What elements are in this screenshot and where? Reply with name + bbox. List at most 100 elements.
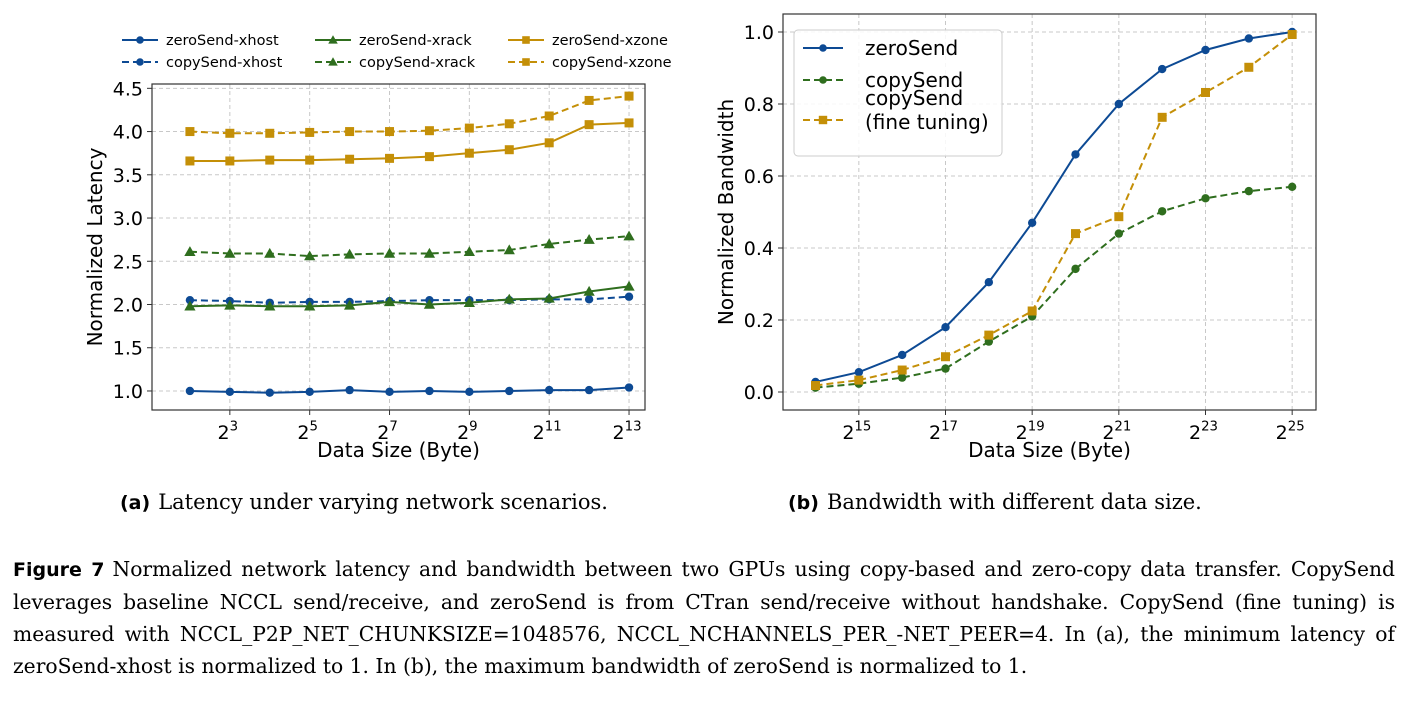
data-point	[423, 247, 436, 258]
y-tick-label: 2.5	[113, 251, 143, 273]
bandwidth-chart: 0.0 0.2 0.4 0.6 0.8 1.0 215 217 219 221 223 225 Data…	[714, 13, 1317, 462]
legend-item: copySend (fine tuning)	[803, 86, 989, 134]
data-point	[1071, 229, 1080, 239]
x-tick-label: 213	[613, 419, 642, 444]
data-point	[1114, 99, 1124, 109]
data-point	[623, 280, 635, 291]
y-tick-label: 0.4	[744, 238, 774, 260]
data-point	[1244, 186, 1254, 196]
data-point	[624, 383, 634, 392]
data-point	[624, 118, 634, 128]
y-tick-label: 4.5	[113, 78, 143, 100]
figure-label: Figure 7	[13, 559, 105, 581]
data-point	[385, 387, 394, 397]
series-zerosend-xhost	[185, 383, 634, 397]
data-point	[185, 295, 195, 305]
data-point	[185, 386, 195, 396]
data-point	[423, 298, 436, 309]
y-tick-label: 0.6	[744, 166, 774, 188]
data-point	[1287, 30, 1297, 40]
data-point	[1027, 306, 1037, 316]
data-point	[1244, 62, 1254, 72]
data-point	[425, 386, 434, 396]
axes: 0.0 0.2 0.4 0.6 0.8 1.0 215 217 219 221 223 225 Data…	[714, 22, 1305, 462]
data-point	[225, 156, 235, 166]
data-point	[463, 297, 475, 307]
legend-marker	[522, 58, 530, 66]
data-point	[304, 250, 316, 261]
data-point	[1157, 64, 1167, 74]
legend-label: copySend-xzone	[552, 55, 672, 71]
data-point	[343, 248, 356, 259]
legend-label: copySend (fine tuning)	[865, 86, 989, 134]
series-line	[815, 33, 1293, 387]
data-point	[265, 388, 274, 397]
data-point	[811, 381, 820, 391]
x-tick-label: 223	[1189, 419, 1218, 444]
y-tick-label: 1.5	[113, 338, 143, 360]
y-tick-label: 0.2	[744, 310, 774, 332]
data-point	[897, 365, 907, 375]
data-point	[503, 244, 515, 255]
x-tick-label: 27	[377, 419, 398, 444]
data-point	[984, 278, 994, 287]
data-point	[225, 128, 235, 138]
legend-label: zeroSend	[865, 36, 958, 60]
legend-item: copySend-xzone	[508, 55, 672, 71]
series-copysend-xrack	[184, 230, 635, 261]
data-point	[584, 385, 594, 395]
x-tick-label: 219	[1016, 419, 1045, 444]
legend-marker	[522, 36, 530, 44]
data-point	[343, 299, 356, 310]
data-point	[345, 127, 355, 137]
data-point	[854, 375, 864, 385]
data-point	[941, 352, 950, 362]
data-point	[184, 246, 196, 256]
legend-item: copySend	[803, 68, 963, 92]
data-point	[463, 246, 475, 256]
y-tick-label: 1.0	[113, 381, 143, 403]
legend-label: zeroSend-xzone	[552, 33, 668, 49]
data-point	[1201, 87, 1210, 97]
legend-item: copySend-xhost	[122, 55, 283, 71]
x-tick-label: 215	[842, 419, 871, 444]
plot-frame	[782, 13, 1317, 411]
data-point	[897, 373, 907, 382]
series-line	[189, 386, 630, 394]
data-point	[1027, 218, 1037, 227]
legend-label: copySend-xhost	[166, 55, 283, 71]
x-tick-label: 217	[929, 419, 958, 444]
data-point	[264, 247, 276, 258]
x-tick-label: 29	[457, 419, 478, 444]
subcaption-b-text: Bandwidth with different data size.	[826, 490, 1202, 514]
y-tick-label: 0.8	[744, 94, 774, 116]
figure-caption: Figure 7 Normalized network latency and b…	[13, 553, 1395, 682]
plot-frame	[151, 83, 646, 411]
x-tick-label: 225	[1276, 419, 1305, 444]
series-line	[189, 285, 630, 308]
data-point	[383, 296, 396, 307]
data-point	[1287, 182, 1297, 191]
data-point	[465, 387, 474, 397]
data-point	[345, 385, 354, 395]
y-tick-label: 1.0	[744, 22, 774, 44]
x-tick-label: 211	[533, 419, 562, 444]
data-point	[503, 293, 515, 304]
data-point	[184, 300, 196, 311]
y-axis-label: Normalized Latency	[83, 147, 107, 346]
y-tick-label: 3.5	[113, 165, 143, 187]
y-tick-label: 2.0	[113, 295, 143, 317]
data-point	[305, 155, 315, 165]
legend-marker	[328, 35, 338, 44]
x-tick-label: 23	[218, 419, 239, 444]
subcaption-a-text: Latency under varying network scenarios.	[158, 490, 608, 514]
data-point	[265, 155, 275, 165]
legend-item: zeroSend	[803, 36, 958, 60]
legend-label: copySend-xrack	[359, 55, 476, 71]
data-point	[224, 299, 236, 310]
data-point	[1114, 229, 1124, 238]
y-tick-label: 4.0	[113, 122, 143, 144]
figure-caption-text: Normalized network latency and bandwidth…	[13, 557, 1395, 678]
data-point	[305, 127, 315, 137]
data-point	[505, 386, 514, 396]
